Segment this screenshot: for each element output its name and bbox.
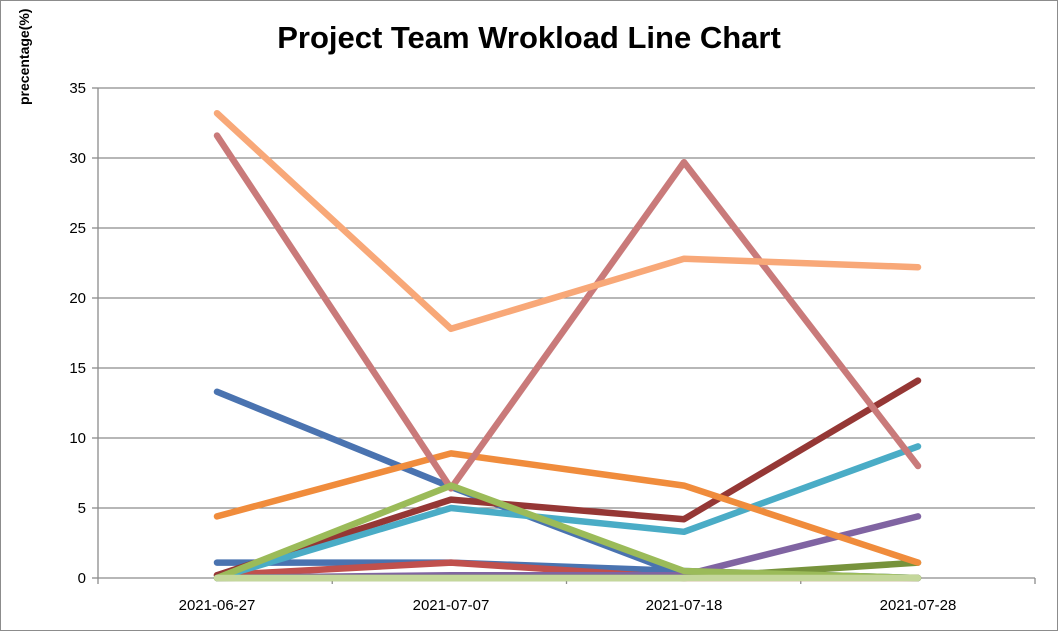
gridlines — [98, 87, 1035, 509]
series-line-9 — [213, 132, 922, 492]
x-tick-label: 2021-07-28 — [880, 597, 957, 614]
series-line-4 — [213, 377, 922, 579]
y-tick-label: 25 — [69, 220, 86, 237]
series-lines — [213, 109, 922, 582]
x-tick-label: 2021-07-18 — [646, 597, 723, 614]
y-tick-label: 5 — [78, 500, 86, 517]
y-tick-label: 10 — [69, 430, 86, 447]
y-tick-label: 15 — [69, 360, 86, 377]
chart-title: Project Team Wrokload Line Chart — [277, 20, 781, 55]
tick-labels: 0 5 10 15 20 25 30 35 2021-06-27 2021-07-07 2021-0… — [69, 80, 956, 614]
y-tick-label: 0 — [78, 570, 86, 587]
series-line-10 — [213, 109, 922, 333]
x-tick-label: 2021-07-07 — [413, 597, 490, 614]
y-tick-label: 20 — [69, 290, 86, 307]
series-line-7 — [213, 443, 922, 582]
series-line-11 — [213, 482, 922, 582]
series-line-8 — [213, 450, 922, 566]
y-tick-label: 30 — [69, 150, 86, 167]
x-tick-label: 2021-06-27 — [179, 597, 256, 614]
y-tick-label: 35 — [69, 80, 86, 97]
